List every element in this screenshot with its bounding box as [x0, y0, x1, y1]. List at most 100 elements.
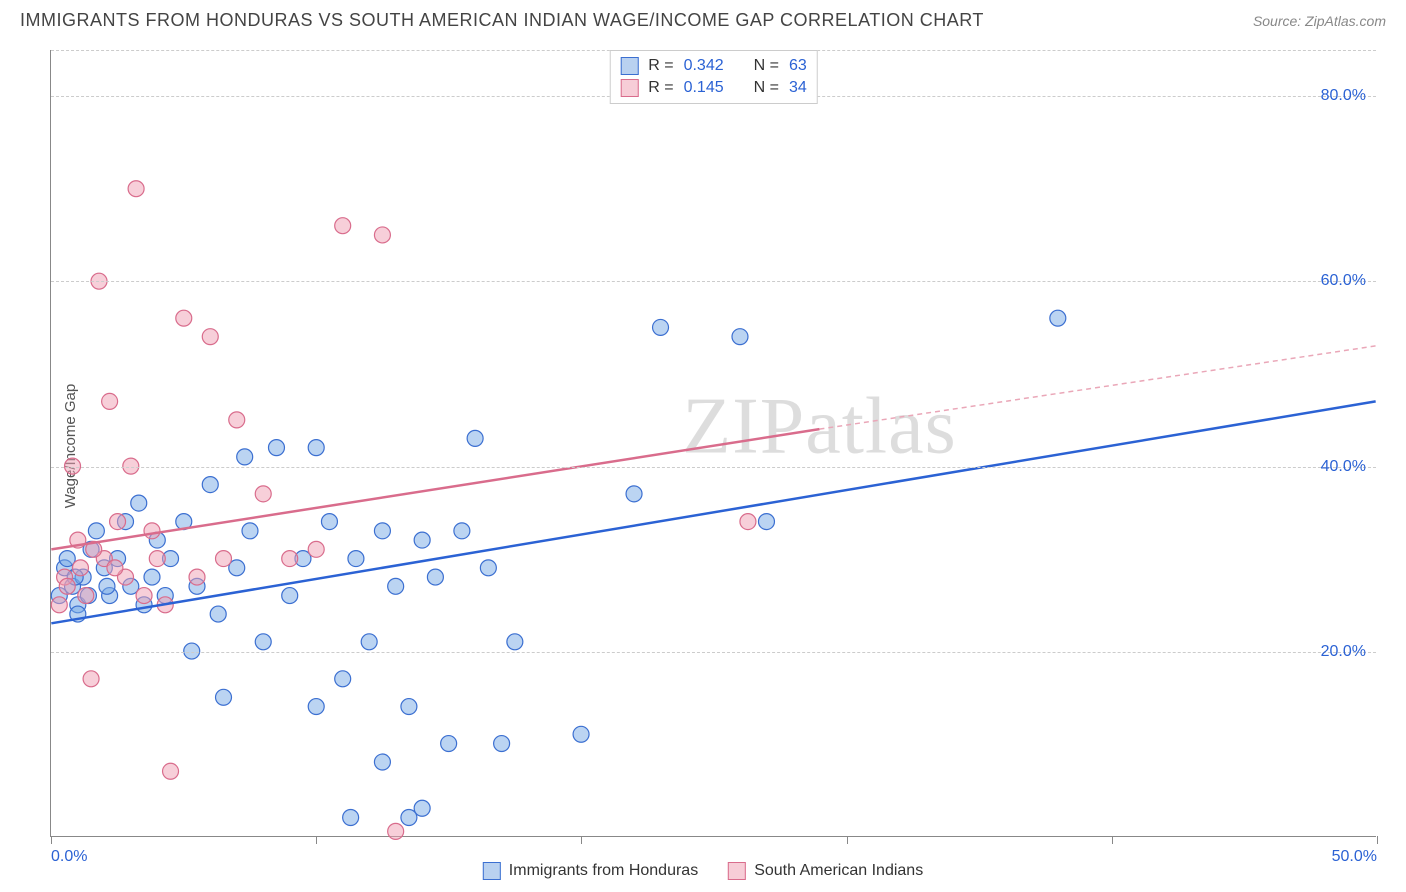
legend-row: R = 0.145 N = 34 — [620, 77, 807, 99]
data-point — [494, 736, 510, 752]
data-point — [110, 514, 126, 530]
data-point — [59, 578, 75, 594]
data-point — [335, 671, 351, 687]
y-tick-label: 40.0% — [1321, 458, 1366, 476]
data-point — [202, 477, 218, 493]
data-point — [308, 541, 324, 557]
series-legend: Immigrants from Honduras South American I… — [483, 862, 923, 880]
legend-r-value: 0.145 — [684, 79, 724, 97]
data-point — [136, 588, 152, 604]
legend-r-label: R = — [648, 79, 673, 97]
x-tick-label: 0.0% — [51, 848, 87, 866]
data-point — [308, 699, 324, 715]
data-point — [374, 227, 390, 243]
data-point — [282, 551, 298, 567]
gridline — [51, 467, 1376, 468]
trend-line — [819, 346, 1375, 429]
data-point — [51, 597, 67, 613]
data-point — [210, 606, 226, 622]
data-point — [732, 329, 748, 345]
data-point — [427, 569, 443, 585]
data-point — [216, 689, 232, 705]
legend-n-value: 34 — [789, 79, 807, 97]
data-point — [454, 523, 470, 539]
data-point — [626, 486, 642, 502]
data-point — [88, 523, 104, 539]
legend-r-label: R = — [648, 57, 673, 75]
legend-swatch — [620, 57, 638, 75]
data-point — [308, 440, 324, 456]
trend-line — [51, 401, 1375, 623]
data-point — [653, 319, 669, 335]
data-point — [573, 726, 589, 742]
x-tick-label: 50.0% — [1332, 848, 1377, 866]
data-point — [255, 634, 271, 650]
legend-n-value: 63 — [789, 57, 807, 75]
y-tick-label: 60.0% — [1321, 272, 1366, 290]
data-point — [144, 523, 160, 539]
data-point — [144, 569, 160, 585]
y-tick-label: 80.0% — [1321, 87, 1366, 105]
legend-row: R = 0.342 N = 63 — [620, 55, 807, 77]
data-point — [1050, 310, 1066, 326]
data-point — [189, 569, 205, 585]
data-point — [72, 560, 88, 576]
x-tick — [316, 836, 317, 844]
legend-swatch — [620, 79, 638, 97]
data-point — [268, 440, 284, 456]
legend-n-label: N = — [754, 57, 779, 75]
legend-item: Immigrants from Honduras — [483, 862, 698, 880]
data-point — [99, 578, 115, 594]
data-point — [740, 514, 756, 530]
data-point — [441, 736, 457, 752]
data-point — [374, 523, 390, 539]
x-tick — [1112, 836, 1113, 844]
data-point — [202, 329, 218, 345]
gridline — [51, 652, 1376, 653]
data-point — [255, 486, 271, 502]
legend-swatch — [483, 862, 501, 880]
legend-label: Immigrants from Honduras — [509, 862, 698, 880]
data-point — [414, 532, 430, 548]
x-tick — [51, 836, 52, 844]
legend-r-value: 0.342 — [684, 57, 724, 75]
data-point — [414, 800, 430, 816]
y-tick-label: 20.0% — [1321, 643, 1366, 661]
data-point — [758, 514, 774, 530]
data-point — [102, 393, 118, 409]
trend-line — [51, 429, 819, 549]
chart-title: IMMIGRANTS FROM HONDURAS VS SOUTH AMERIC… — [20, 10, 984, 31]
data-point — [335, 218, 351, 234]
data-point — [242, 523, 258, 539]
data-point — [237, 449, 253, 465]
data-point — [343, 810, 359, 826]
data-point — [128, 181, 144, 197]
data-point — [83, 671, 99, 687]
data-point — [216, 551, 232, 567]
legend-label: South American Indians — [754, 862, 923, 880]
data-point — [321, 514, 337, 530]
data-point — [131, 495, 147, 511]
data-point — [388, 823, 404, 839]
data-point — [348, 551, 364, 567]
gridline — [51, 281, 1376, 282]
source-label: Source: ZipAtlas.com — [1253, 13, 1386, 29]
legend-n-label: N = — [754, 79, 779, 97]
x-tick — [847, 836, 848, 844]
x-tick — [1377, 836, 1378, 844]
data-point — [480, 560, 496, 576]
data-point — [282, 588, 298, 604]
data-point — [388, 578, 404, 594]
data-point — [163, 763, 179, 779]
data-point — [361, 634, 377, 650]
data-point — [149, 551, 165, 567]
correlation-legend: R = 0.342 N = 63 R = 0.145 N = 34 — [609, 50, 818, 104]
data-point — [107, 560, 123, 576]
data-point — [78, 588, 94, 604]
chart-plot-area: ZIPatlas R = 0.342N = 63R = 0.145N = 34 … — [50, 50, 1376, 837]
data-point — [374, 754, 390, 770]
data-point — [229, 412, 245, 428]
legend-item: South American Indians — [728, 862, 923, 880]
x-tick — [581, 836, 582, 844]
data-point — [176, 310, 192, 326]
